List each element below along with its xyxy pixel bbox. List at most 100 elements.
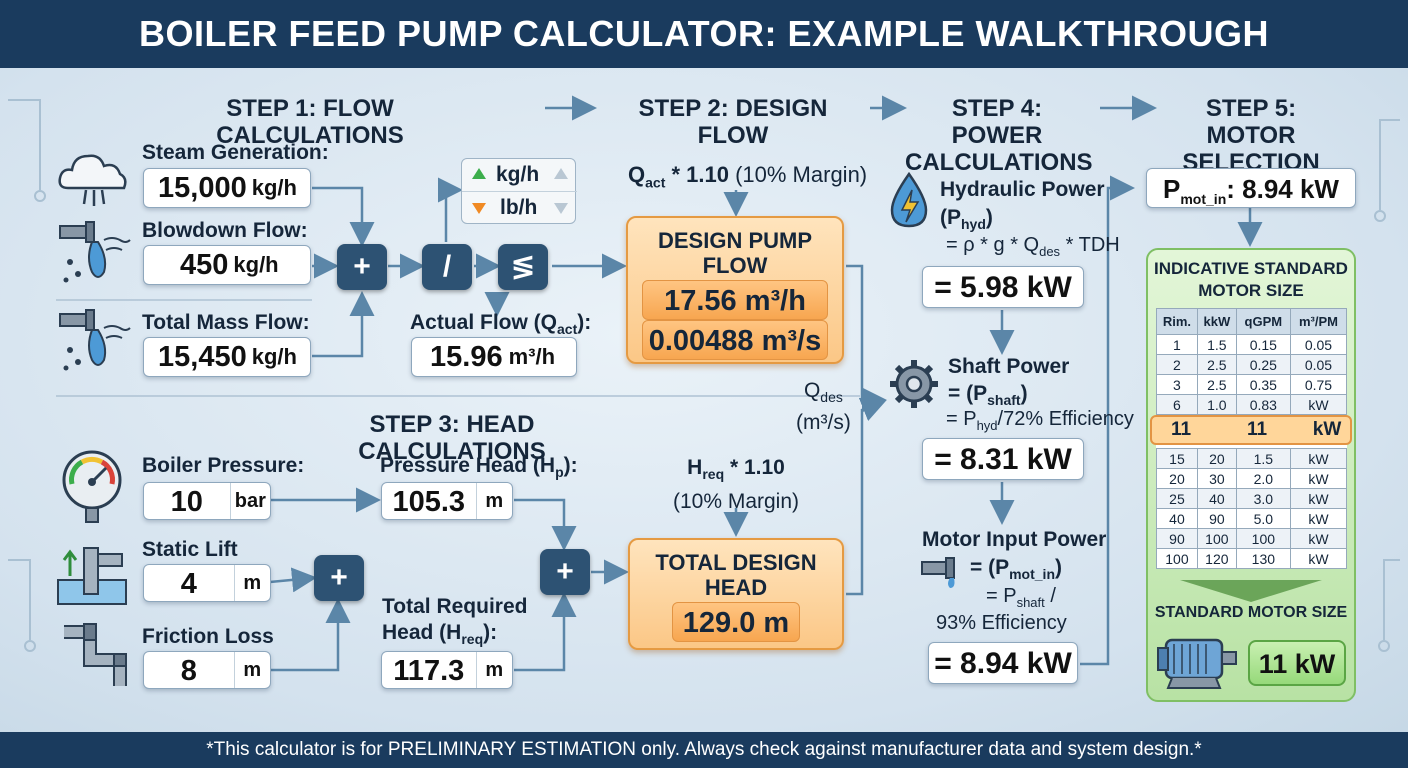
total-mass-flow-label: Total Mass Flow: bbox=[142, 311, 310, 334]
col-header: kkW bbox=[1196, 308, 1237, 335]
convert-operator-button[interactable]: ≶ bbox=[498, 244, 548, 290]
shaft-power-symbol: = (Pshaft) bbox=[948, 382, 1028, 409]
blowdown-flow-label: Blowdown Flow: bbox=[142, 219, 308, 242]
arrow bbox=[514, 498, 577, 551]
shaft-power-formula: = Phyd/72% Efficiency bbox=[946, 408, 1134, 433]
friction-loss-label: Friction Loss bbox=[142, 625, 274, 648]
add-total-head-operator-button[interactable]: + bbox=[540, 549, 590, 595]
static-lift-field[interactable]: 4 m bbox=[143, 564, 271, 602]
boiler-pressure-field[interactable]: 10 bar bbox=[143, 482, 271, 520]
actual-flow-label: Actual Flow (Qact): bbox=[410, 311, 592, 338]
boiler-pressure-unit: bar bbox=[234, 489, 266, 512]
motor-efficiency-text: 93% Efficiency bbox=[936, 612, 1067, 634]
pmot-in-value: Pmot_in: 8.94 kW bbox=[1146, 168, 1356, 208]
arrow bbox=[846, 264, 887, 413]
step2-title: STEP 2: DESIGN FLOW bbox=[638, 95, 828, 149]
blowdown-flow-unit: kg/h bbox=[233, 252, 279, 277]
total-mass-flow-unit: kg/h bbox=[251, 344, 297, 369]
steam-generation-label: Steam Generation: bbox=[142, 141, 329, 164]
blowdown-flow-value: 450 bbox=[180, 248, 229, 281]
col-header: qGPM bbox=[1235, 308, 1291, 335]
motor-input-power-value: = 8.94 kW bbox=[928, 642, 1078, 684]
total-required-head-field[interactable]: 117.3 m bbox=[381, 651, 513, 689]
hydraulic-power-formula: = ρ * g * Qdes * TDH bbox=[946, 234, 1120, 259]
steam-generation-value: 15,000 bbox=[158, 171, 247, 204]
table-row: 40 90 5.0 kW bbox=[1156, 508, 1348, 529]
col-header: m³/PM bbox=[1289, 308, 1348, 335]
arrow bbox=[312, 291, 375, 358]
steam-generation-unit: kg/h bbox=[251, 175, 297, 200]
gear-icon bbox=[890, 360, 938, 408]
arrow bbox=[846, 397, 887, 596]
down-chevron-icon bbox=[1180, 580, 1322, 602]
static-lift-icon bbox=[57, 547, 127, 605]
col-header: Rim. bbox=[1156, 308, 1198, 335]
blowdown-flow-field[interactable]: 450 kg/h bbox=[143, 245, 311, 285]
static-lift-value: 4 bbox=[144, 565, 235, 601]
friction-loss-field[interactable]: 8 m bbox=[143, 651, 271, 689]
arrow bbox=[514, 592, 577, 672]
add-operator-button[interactable]: + bbox=[337, 244, 387, 290]
total-mass-flow-field[interactable]: 15,450 kg/h bbox=[143, 337, 311, 377]
highlight-cell: 11 bbox=[1170, 419, 1192, 440]
page-title: BOILER FEED PUMP CALCULATOR: EXAMPLE WAL… bbox=[0, 0, 1408, 68]
arrow bbox=[438, 177, 463, 242]
unit-option-kgh-label: kg/h bbox=[496, 163, 540, 186]
step4-title-line1: STEP 4: POWER bbox=[951, 95, 1043, 149]
motor-input-power-formula: = Pshaft / bbox=[986, 585, 1056, 610]
hydraulic-power-label: Hydraulic Power bbox=[940, 178, 1105, 201]
design-flow-m3s-value: 0.00488 m³/s bbox=[642, 320, 828, 360]
friction-loss-unit: m bbox=[243, 658, 262, 681]
motor-size-table: Rim. kkW qGPM m³/PM 1 1.5 0.15 0.05 2 2.5 0.2… bbox=[1156, 308, 1348, 569]
shaft-power-value: = 8.31 kW bbox=[922, 438, 1084, 480]
qdes-side-label: Qdes (m³/s) bbox=[796, 379, 851, 435]
circuit-trace bbox=[8, 559, 31, 640]
electric-motor-icon bbox=[1157, 638, 1237, 689]
steam-generation-field[interactable]: 15,000 kg/h bbox=[143, 168, 311, 208]
step1-title: STEP 1: FLOW CALCULATIONS bbox=[216, 95, 404, 149]
static-lift-unit: m bbox=[243, 571, 262, 594]
friction-pipe-icon bbox=[64, 623, 127, 686]
divide-operator-button[interactable]: / bbox=[422, 244, 472, 290]
table-row: 15 20 1.5 kW bbox=[1156, 448, 1348, 469]
hydraulic-power-value: = 5.98 kW bbox=[922, 266, 1084, 308]
arrow bbox=[270, 598, 351, 672]
unit-option-lbh-label: lb/h bbox=[500, 196, 538, 219]
step3-title: STEP 3: HEAD CALCULATIONS bbox=[358, 411, 546, 465]
actual-flow-field[interactable]: 15.96 m³/h bbox=[411, 337, 577, 377]
unit-option-lbh[interactable]: lb/h bbox=[462, 192, 577, 225]
unit-option-kgh[interactable]: kg/h bbox=[462, 159, 577, 192]
total-required-head-value: 117.3 bbox=[382, 652, 477, 688]
up-arrow-icon bbox=[472, 168, 486, 179]
standard-motor-size-value: 11 kW bbox=[1248, 640, 1346, 686]
motor-size-table-title: INDICATIVE STANDARD MOTOR SIZE bbox=[1154, 259, 1348, 300]
tdh-value: 129.0 m bbox=[672, 602, 800, 642]
add-head-operator-button[interactable]: + bbox=[314, 555, 364, 601]
actual-flow-value: 15.96 bbox=[430, 340, 503, 373]
table-row: 6 1.0 0.83 kW bbox=[1156, 394, 1348, 415]
arrow bbox=[1080, 175, 1135, 666]
arrow bbox=[312, 186, 375, 247]
step4-title: STEP 4: POWER CALCULATIONS bbox=[905, 95, 1093, 176]
friction-loss-value: 8 bbox=[144, 652, 235, 688]
up-arrow-icon bbox=[554, 168, 568, 179]
total-design-head-card: TOTAL DESIGN HEAD (TDH): 129.0 m bbox=[628, 538, 844, 650]
pressure-head-field[interactable]: 105.3 m bbox=[381, 482, 513, 520]
blowdown-pipe-icon bbox=[59, 221, 131, 283]
step4-title-line2: CALCULATIONS bbox=[905, 149, 1093, 176]
motor-faucet-icon bbox=[921, 557, 955, 588]
circuit-trace bbox=[1383, 559, 1400, 640]
design-flow-formula: Qact * 1.10 (10% Margin) bbox=[628, 162, 868, 191]
boiler-pressure-value: 10 bbox=[144, 483, 231, 519]
steam-cloud-icon bbox=[58, 154, 127, 206]
disclaimer-footer: *This calculator is for PRELIMINARY ESTI… bbox=[0, 732, 1408, 768]
unit-toggle[interactable]: kg/h lb/h bbox=[461, 158, 577, 225]
circuit-trace bbox=[1379, 119, 1400, 210]
total-required-head-unit: m bbox=[485, 658, 504, 681]
arrow bbox=[269, 567, 317, 593]
step5-title: STEP 5: MOTOR SELECTION bbox=[1160, 95, 1342, 176]
total-mass-flow-value: 15,450 bbox=[158, 340, 247, 373]
water-drop-bolt-icon bbox=[890, 171, 928, 228]
design-pump-flow-card: DESIGN PUMP FLOW (Qdes): 17.56 m³/h 0.00… bbox=[626, 216, 844, 364]
down-arrow-icon bbox=[472, 203, 486, 214]
